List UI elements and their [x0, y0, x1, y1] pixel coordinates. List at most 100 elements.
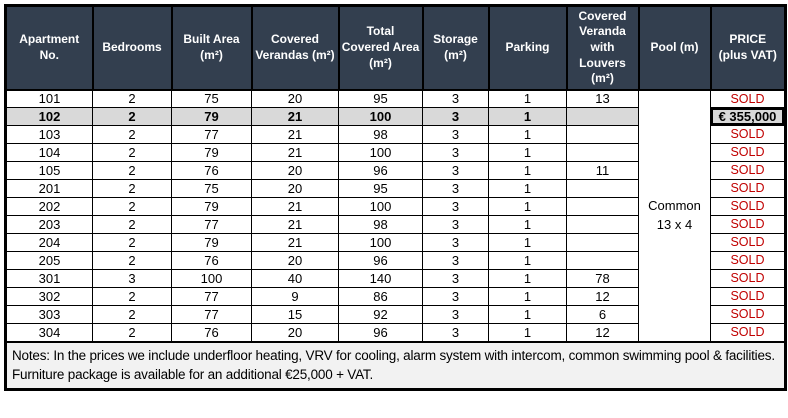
price-cell: SOLD: [710, 125, 786, 144]
total-covered-area-cell: 100: [338, 197, 423, 216]
covered-verandas-cell: 21: [251, 107, 339, 126]
apartment-cell: 204: [5, 233, 93, 252]
column-header-louvers: Covered Veranda with Louvers (m²): [565, 4, 640, 91]
total-covered-area-cell: 96: [338, 323, 423, 342]
built-area-cell: 75: [171, 179, 252, 198]
column-header-total_covered_area: Total Covered Area (m²): [337, 4, 424, 91]
parking-cell: 1: [488, 323, 567, 342]
total-covered-area-cell: 100: [338, 107, 423, 126]
bedrooms-cell: 2: [92, 143, 172, 162]
covered-verandas-cell: 20: [251, 251, 339, 270]
table-row: 201 2 75 20 95 3 1 SOLD: [5, 179, 786, 198]
total-covered-area-cell: 96: [338, 251, 423, 270]
table-footer: Notes: In the prices we include underflo…: [5, 340, 786, 390]
parking-cell: 1: [488, 197, 567, 216]
table-row: 104 2 79 21 100 3 1 SOLD: [5, 143, 786, 162]
apartment-cell: 102: [5, 107, 93, 126]
bedrooms-cell: 2: [92, 251, 172, 270]
storage-cell: 3: [422, 125, 489, 144]
storage-cell: 3: [422, 233, 489, 252]
bedrooms-cell: 2: [92, 89, 172, 108]
storage-cell: 3: [422, 107, 489, 126]
bedrooms-cell: 2: [92, 107, 172, 126]
parking-cell: 1: [488, 287, 567, 306]
apartment-cell: 304: [5, 323, 93, 342]
bedrooms-cell: 2: [92, 179, 172, 198]
storage-cell: 3: [422, 323, 489, 342]
table-row: 202 2 79 21 100 3 1 SOLD: [5, 197, 786, 216]
louvers-cell: [566, 215, 639, 234]
column-header-bedrooms: Bedrooms: [91, 4, 173, 91]
column-header-storage: Storage (m²): [421, 4, 490, 91]
built-area-cell: 75: [171, 89, 252, 108]
price-cell: SOLD: [710, 161, 786, 180]
parking-cell: 1: [488, 143, 567, 162]
built-area-cell: 77: [171, 305, 252, 324]
louvers-cell: [566, 125, 639, 144]
parking-cell: 1: [488, 107, 567, 126]
storage-cell: 3: [422, 89, 489, 108]
covered-verandas-cell: 20: [251, 179, 339, 198]
column-header-pool: Pool (m): [637, 4, 712, 91]
covered-verandas-cell: 20: [251, 323, 339, 342]
parking-cell: 1: [488, 233, 567, 252]
price-cell: SOLD: [710, 215, 786, 234]
louvers-cell: 6: [566, 305, 639, 324]
storage-cell: 3: [422, 269, 489, 288]
total-covered-area-cell: 100: [338, 143, 423, 162]
total-covered-area-cell: 98: [338, 125, 423, 144]
price-cell: SOLD: [710, 305, 786, 324]
apartment-cell: 205: [5, 251, 93, 270]
parking-cell: 1: [488, 305, 567, 324]
bedrooms-cell: 2: [92, 323, 172, 342]
price-cell: SOLD: [710, 251, 786, 270]
louvers-cell: [566, 233, 639, 252]
apartment-cell: 303: [5, 305, 93, 324]
louvers-cell: [566, 251, 639, 270]
parking-cell: 1: [488, 125, 567, 144]
table-row: 101 2 75 20 95 3 1 13 Common 13 x 4 SOLD: [5, 89, 786, 342]
pool-merged-cell: Common 13 x 4: [638, 89, 711, 342]
parking-cell: 1: [488, 251, 567, 270]
storage-cell: 3: [422, 161, 489, 180]
apartment-cell: 202: [5, 197, 93, 216]
bedrooms-cell: 2: [92, 125, 172, 144]
apartment-cell: 104: [5, 143, 93, 162]
built-area-cell: 79: [171, 197, 252, 216]
bedrooms-cell: 2: [92, 233, 172, 252]
price-list-sheet: Apartment No. Bedrooms Built Area (m²) Cove…: [4, 4, 787, 391]
table-row: 204 2 79 21 100 3 1 SOLD: [5, 233, 786, 252]
parking-cell: 1: [488, 161, 567, 180]
apartment-cell: 105: [5, 161, 93, 180]
built-area-cell: 76: [171, 161, 252, 180]
notes-row: Notes: In the prices we include underflo…: [5, 340, 786, 390]
total-covered-area-cell: 96: [338, 161, 423, 180]
table-row: 105 2 76 20 96 3 1 11 SOLD: [5, 161, 786, 180]
total-covered-area-cell: 86: [338, 287, 423, 306]
price-cell: SOLD: [710, 143, 786, 162]
louvers-cell: [566, 107, 639, 126]
bedrooms-cell: 2: [92, 215, 172, 234]
header-row: Apartment No. Bedrooms Built Area (m²) Cove…: [4, 4, 787, 91]
pool-line-1: Common: [648, 197, 701, 213]
built-area-cell: 79: [171, 233, 252, 252]
price-cell: SOLD: [710, 269, 786, 288]
covered-verandas-cell: 9: [251, 287, 339, 306]
bedrooms-cell: 2: [92, 305, 172, 324]
price-cell: SOLD: [710, 179, 786, 198]
table-header: Apartment No. Bedrooms Built Area (m²) Cove…: [4, 4, 787, 91]
price-cell: SOLD: [710, 233, 786, 252]
built-area-cell: 77: [171, 287, 252, 306]
storage-cell: 3: [422, 197, 489, 216]
column-header-price: PRICE (plus VAT): [709, 4, 787, 91]
table-row: 301 3 100 40 140 3 1 78 SOLD: [5, 269, 786, 288]
total-covered-area-cell: 92: [338, 305, 423, 324]
covered-verandas-cell: 21: [251, 197, 339, 216]
total-covered-area-cell: 100: [338, 233, 423, 252]
built-area-cell: 76: [171, 251, 252, 270]
louvers-cell: [566, 143, 639, 162]
table-row: 205 2 76 20 96 3 1 SOLD: [5, 251, 786, 270]
storage-cell: 3: [422, 305, 489, 324]
apartment-cell: 203: [5, 215, 93, 234]
built-area-cell: 79: [171, 107, 252, 126]
